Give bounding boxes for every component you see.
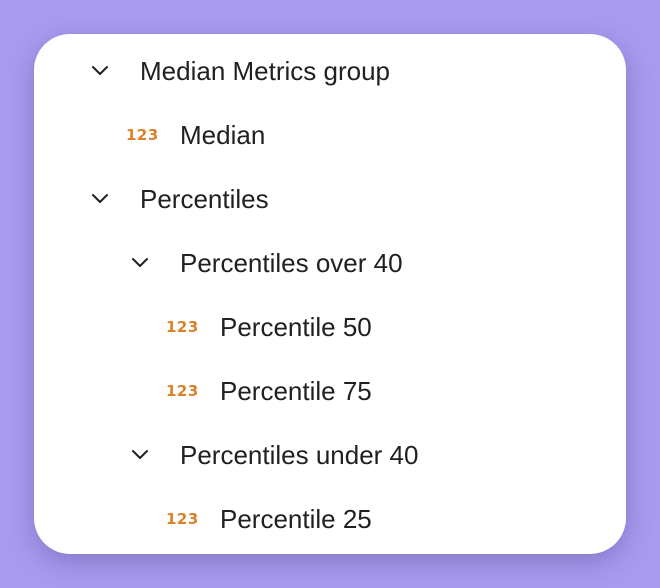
tree-group-percentiles[interactable]: Percentiles xyxy=(34,167,626,231)
tree-group-percentiles-over-40[interactable]: Percentiles over 40 xyxy=(34,231,626,295)
tree-item-label: Median xyxy=(180,120,266,150)
chevron-down-icon[interactable] xyxy=(128,443,152,467)
chevron-down-icon[interactable] xyxy=(88,187,112,211)
tree-group-label: Percentiles under 40 xyxy=(180,440,419,470)
number-type-icon: 123 xyxy=(126,125,159,144)
tree-item-label: Percentile 25 xyxy=(220,504,372,534)
tree-group-label: Percentiles xyxy=(140,184,269,214)
tree-panel: Median Metrics group 123 Median Percenti… xyxy=(34,34,626,554)
tree-item-label: Percentile 50 xyxy=(220,312,372,342)
tree-group-percentiles-under-40[interactable]: Percentiles under 40 xyxy=(34,423,626,487)
number-type-icon: 123 xyxy=(166,317,199,336)
chevron-down-icon[interactable] xyxy=(88,59,112,83)
tree-group-median-metrics[interactable]: Median Metrics group xyxy=(34,39,626,103)
tree-item-percentile-75[interactable]: 123 Percentile 75 xyxy=(34,359,626,423)
tree-item-median[interactable]: 123 Median xyxy=(34,103,626,167)
tree-group-label: Percentiles over 40 xyxy=(180,248,403,278)
number-type-icon: 123 xyxy=(166,381,199,400)
tree-item-percentile-25[interactable]: 123 Percentile 25 xyxy=(34,487,626,551)
chevron-down-icon[interactable] xyxy=(128,251,152,275)
tree-group-label: Median Metrics group xyxy=(140,56,390,86)
number-type-icon: 123 xyxy=(166,509,199,528)
tree-item-label: Percentile 75 xyxy=(220,376,372,406)
tree-item-percentile-50[interactable]: 123 Percentile 50 xyxy=(34,295,626,359)
